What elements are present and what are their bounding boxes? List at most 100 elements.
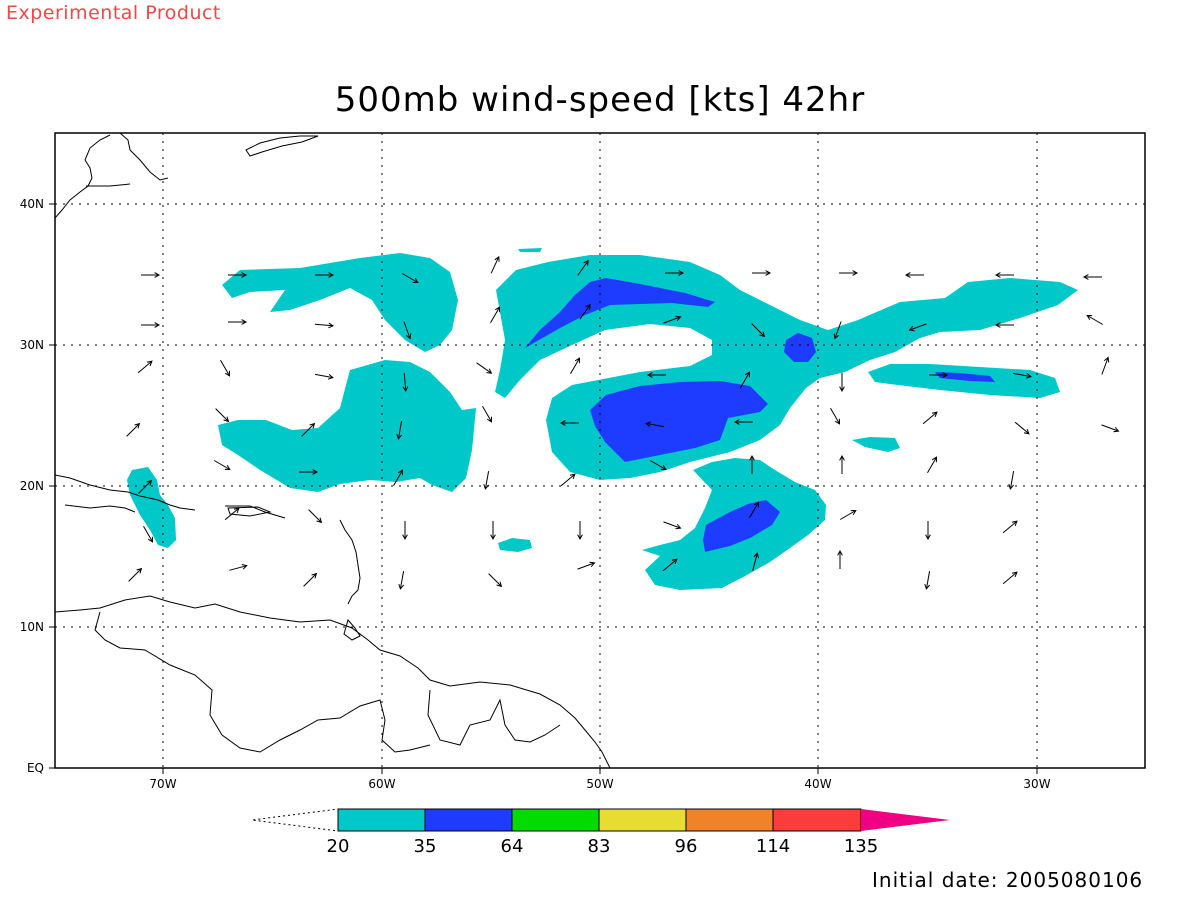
cyan-region-northwest bbox=[222, 253, 458, 352]
wind-arrow bbox=[401, 273, 419, 284]
wind-arrow bbox=[308, 509, 323, 524]
wind-arrow bbox=[663, 315, 682, 324]
wind-arrow bbox=[398, 571, 405, 590]
lon-tick-label: 30W bbox=[1023, 777, 1050, 791]
lat-tick-label: EQ bbox=[27, 761, 44, 775]
wind-arrow bbox=[143, 525, 154, 543]
colorbar-segment bbox=[685, 808, 774, 832]
wind-arrow bbox=[476, 362, 493, 374]
wind-arrow bbox=[314, 322, 335, 329]
cyan-region-small-south bbox=[498, 538, 532, 552]
wind-arrow bbox=[1101, 356, 1110, 375]
wind-arrow bbox=[839, 270, 859, 276]
wind-arrow bbox=[929, 372, 949, 378]
wind-arrow bbox=[299, 469, 319, 475]
colorbar-segment bbox=[424, 808, 513, 832]
wind-arrow bbox=[403, 321, 412, 340]
wind-arrow bbox=[490, 306, 501, 324]
wind-arrow bbox=[141, 322, 161, 328]
experimental-product-stamp: Experimental Product bbox=[6, 2, 221, 24]
blue-strip-east bbox=[935, 372, 995, 382]
wind-arrow bbox=[994, 322, 1014, 328]
wind-arrow bbox=[482, 405, 493, 423]
wind-arrow bbox=[393, 469, 404, 487]
wind-arrow bbox=[229, 564, 248, 571]
venezuela-interior-border bbox=[94, 611, 431, 753]
wind-arrow bbox=[751, 323, 766, 338]
wind-arrow bbox=[925, 521, 931, 541]
wind-arrow bbox=[579, 303, 591, 320]
wind-arrow bbox=[402, 372, 409, 393]
wind-arrow bbox=[490, 521, 496, 541]
initial-date-label: Initial date: 2005080106 bbox=[872, 868, 1144, 892]
wind-arrow bbox=[577, 561, 596, 570]
wind-arrow bbox=[733, 419, 753, 425]
wind-arrow bbox=[128, 567, 143, 582]
wind-arrow bbox=[303, 572, 318, 587]
blue-core-central bbox=[590, 381, 768, 462]
blue-streak-north bbox=[525, 278, 715, 348]
wind-arrow bbox=[488, 573, 503, 588]
wind-arrow bbox=[577, 521, 583, 541]
cyan-region-small-east bbox=[852, 437, 900, 452]
wind-arrow bbox=[749, 501, 760, 519]
wind-arrow bbox=[1002, 520, 1018, 534]
wind-arrow bbox=[740, 371, 751, 389]
wind-arrow bbox=[924, 571, 931, 590]
lat-tick-label: 40N bbox=[20, 197, 44, 211]
wind-arrow bbox=[315, 272, 335, 278]
wind-arrow bbox=[665, 270, 685, 276]
colorbar: 20 35 64 83 96 114 135 bbox=[251, 808, 950, 857]
colorbar-segment bbox=[337, 808, 426, 832]
wind-arrow bbox=[490, 255, 500, 274]
lat-tick-label: 10N bbox=[20, 620, 44, 634]
wind-arrow bbox=[301, 422, 316, 437]
lon-tick-label: 40W bbox=[804, 777, 831, 791]
wind-arrow bbox=[837, 549, 843, 569]
colorbar-label: 135 bbox=[844, 836, 878, 857]
colorbar-segment bbox=[598, 808, 687, 832]
wind-arrow bbox=[559, 420, 579, 426]
wind-arrow bbox=[138, 479, 153, 494]
wind-arrow bbox=[922, 411, 938, 425]
wind-arrow bbox=[1086, 314, 1104, 325]
cyan-region-hispaniola bbox=[127, 467, 176, 548]
coastlines bbox=[55, 133, 611, 768]
lon-tick-label: 60W bbox=[368, 777, 395, 791]
lon-tick-label: 70W bbox=[149, 777, 176, 791]
wind-arrow bbox=[927, 456, 938, 474]
colorbar-under-triangle bbox=[251, 808, 339, 832]
wind-arrow bbox=[396, 421, 403, 440]
wind-arrow bbox=[1014, 421, 1030, 435]
wind-arrow bbox=[215, 408, 230, 423]
wind-arrow bbox=[220, 359, 231, 377]
cuba-hispaniola-coast bbox=[55, 474, 286, 519]
wind-arrow bbox=[1101, 424, 1120, 433]
north-america-coast bbox=[55, 133, 169, 219]
colorbar-segment bbox=[772, 808, 862, 832]
wind-arrow bbox=[126, 422, 141, 437]
chart-title: 500mb wind-speed [kts] 42hr bbox=[334, 80, 866, 120]
wind-arrow bbox=[224, 507, 240, 521]
blue-spot-east bbox=[784, 333, 816, 362]
wind-arrow bbox=[228, 272, 248, 278]
south-america-coast bbox=[55, 595, 611, 768]
wind-arrow bbox=[483, 471, 490, 490]
colorbar-label: 64 bbox=[501, 836, 524, 857]
wind-arrow bbox=[570, 357, 581, 375]
cyan-region-top-sliver bbox=[518, 248, 542, 252]
wind-arrow bbox=[839, 509, 857, 520]
colorbar-over-triangle bbox=[861, 809, 950, 831]
wind-vectors bbox=[126, 255, 1120, 590]
wind-arrow bbox=[752, 270, 772, 276]
wind-arrow bbox=[994, 272, 1014, 278]
colorbar-label: 20 bbox=[327, 836, 350, 857]
axis-ticks bbox=[49, 203, 1038, 774]
wind-arrow bbox=[839, 373, 845, 393]
cyan-region-west bbox=[218, 360, 476, 492]
wind-arrow bbox=[137, 360, 153, 374]
lon-tick-label: 50W bbox=[586, 777, 613, 791]
cyan-region-ridge-east bbox=[868, 364, 1060, 398]
wind-arrow bbox=[560, 473, 576, 487]
wind-arrow bbox=[1002, 571, 1018, 585]
